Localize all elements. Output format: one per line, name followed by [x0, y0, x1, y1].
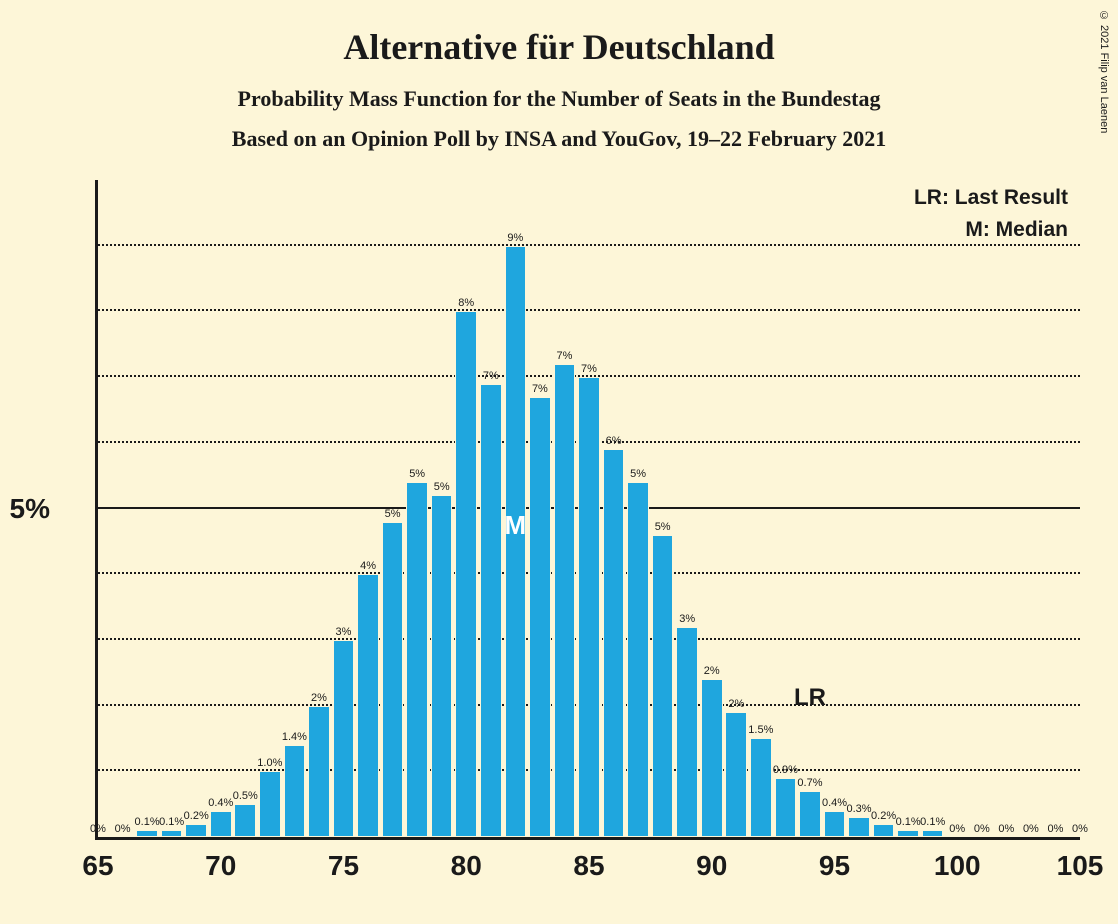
x-tick-label: 85 [573, 850, 604, 882]
bar-value-label: 0.5% [233, 790, 258, 802]
bar [333, 640, 355, 837]
bar-value-label: 5% [434, 481, 450, 493]
bar-value-label: 0.2% [184, 810, 209, 822]
bar [897, 830, 919, 837]
y-axis-label: 5% [10, 493, 50, 525]
bar [136, 830, 158, 837]
bar-value-label: 0.1% [920, 816, 945, 828]
bar [922, 830, 944, 837]
bar [750, 738, 772, 837]
bar-value-label: 0% [90, 823, 106, 835]
bar-value-label: 0% [974, 823, 990, 835]
x-tick-label: 75 [328, 850, 359, 882]
bar [431, 495, 453, 837]
bar-value-label: 2% [728, 698, 744, 710]
bar-value-label: 2% [311, 692, 327, 704]
bar [308, 706, 330, 837]
bar-value-label: 0.7% [797, 777, 822, 789]
bar-value-label: 6% [606, 435, 622, 447]
bar [676, 627, 698, 837]
legend-median: M: Median [965, 218, 1068, 242]
bar-value-label: 2% [704, 665, 720, 677]
bar-value-label: 0% [115, 823, 131, 835]
x-tick-label: 100 [934, 850, 981, 882]
bar [824, 811, 846, 837]
chart-subtitle-1: Probability Mass Function for the Number… [0, 86, 1118, 112]
legend-last-result: LR: Last Result [914, 186, 1068, 210]
bar [848, 817, 870, 837]
bar [725, 712, 747, 837]
bar [406, 482, 428, 837]
bar [578, 377, 600, 837]
bar-value-label: 4% [360, 560, 376, 572]
bar-value-label: 0.3% [847, 803, 872, 815]
bar-value-label: 5% [655, 521, 671, 533]
bar-value-label: 5% [385, 508, 401, 520]
bar-value-label: 0% [998, 823, 1014, 835]
bar-value-label: 7% [483, 370, 499, 382]
bar-value-label: 0% [1047, 823, 1063, 835]
x-tick-label: 105 [1057, 850, 1104, 882]
x-tick-label: 90 [696, 850, 727, 882]
x-axis-line [95, 837, 1080, 840]
bar [357, 574, 379, 837]
bar [701, 679, 723, 837]
bar-value-label: 0.1% [135, 816, 160, 828]
bar-value-label: 3% [336, 626, 352, 638]
bar-value-label: 3% [679, 613, 695, 625]
bar [455, 311, 477, 837]
bar-value-label: 1.0% [257, 757, 282, 769]
bar-value-label: 0.1% [159, 816, 184, 828]
bar-value-label: 0% [1072, 823, 1088, 835]
chart-plot-area: 0%0%0.1%0.1%0.2%0.4%0.5%1.0%1.4%2%3%4%5%… [95, 180, 1080, 840]
chart-title: Alternative für Deutschland [0, 0, 1118, 68]
bar-value-label: 7% [556, 350, 572, 362]
bar-value-label: 0.2% [871, 810, 896, 822]
bar-value-label: 7% [581, 363, 597, 375]
bar [775, 778, 797, 837]
bar [603, 449, 625, 837]
bar [480, 384, 502, 837]
bar-value-label: 0.1% [896, 816, 921, 828]
x-tick-label: 95 [819, 850, 850, 882]
bar-value-label: 0.4% [822, 797, 847, 809]
last-result-marker: LR [794, 684, 826, 712]
bar-value-label: 5% [409, 468, 425, 480]
bar [185, 824, 207, 837]
bar-value-label: 5% [630, 468, 646, 480]
bar [627, 482, 649, 837]
bar [259, 771, 281, 837]
median-marker: M [505, 510, 527, 541]
x-tick-label: 65 [82, 850, 113, 882]
bar-value-label: 9% [507, 232, 523, 244]
gridline [98, 244, 1080, 246]
bar-value-label: 8% [458, 297, 474, 309]
bar-value-label: 0% [1023, 823, 1039, 835]
bar-value-label: 0.4% [208, 797, 233, 809]
bar [284, 745, 306, 837]
bar [161, 830, 183, 837]
bar [210, 811, 232, 837]
bar-value-label: 0% [949, 823, 965, 835]
bar [873, 824, 895, 837]
bar [382, 522, 404, 837]
bar [554, 364, 576, 837]
bar [529, 397, 551, 837]
x-tick-label: 70 [205, 850, 236, 882]
copyright-text: © 2021 Filip van Laenen [1098, 10, 1110, 133]
bar-value-label: 1.5% [748, 724, 773, 736]
y-axis-line [95, 180, 98, 840]
bar [234, 804, 256, 837]
chart-subtitle-2: Based on an Opinion Poll by INSA and You… [0, 126, 1118, 152]
gridline [98, 309, 1080, 311]
bar-value-label: 1.4% [282, 731, 307, 743]
bar-value-label: 0.9% [773, 764, 798, 776]
x-tick-label: 80 [451, 850, 482, 882]
bar-value-label: 7% [532, 383, 548, 395]
bar [652, 535, 674, 837]
bar [799, 791, 821, 837]
